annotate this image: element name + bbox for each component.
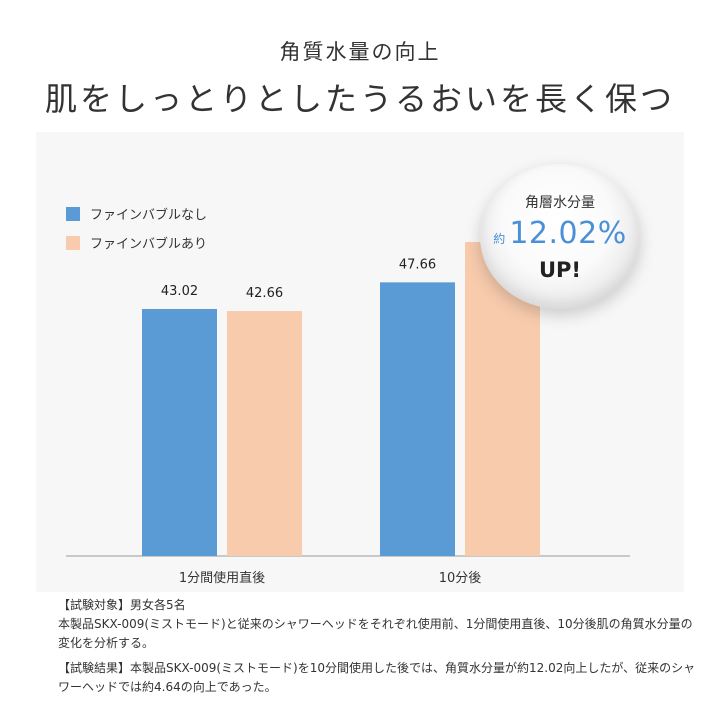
data-label-without-0: 43.02 xyxy=(161,284,198,299)
result-heading: 【試験結果】 xyxy=(58,661,131,675)
bar-with-0 xyxy=(227,311,302,556)
bar-without-1 xyxy=(380,282,455,556)
result-note: 【試験結果】本製品SKX-009(ミストモード)を10分間使用した後では、角質水… xyxy=(58,659,698,697)
legend-swatch-without xyxy=(66,206,80,221)
improvement-badge: 角層水分量 約 12.02% UP! xyxy=(480,164,640,309)
subtitle: 角質水量の向上 xyxy=(279,40,441,64)
bar-without-0 xyxy=(142,308,217,556)
badge-value: 12.02% xyxy=(509,216,627,251)
legend-item-without: ファインバブルなし xyxy=(66,204,207,223)
badge-label: 角層水分量 xyxy=(525,195,595,211)
badge-up-text: UP! xyxy=(538,258,582,282)
legend-swatch-with xyxy=(66,235,80,250)
page-title: 肌をしっとりとしたうるおいを長く保つ xyxy=(44,80,675,118)
legend-item-with: ファインバブルあり xyxy=(66,233,207,252)
method-text: 本製品SKX-009(ミストモード)と従来のシャワーヘッドをそれぞれ使用前、1分… xyxy=(58,617,693,650)
legend-label-with: ファインバブルあり xyxy=(90,237,208,252)
legend: ファインバブルなし ファインバブルあり xyxy=(66,204,207,262)
badge-prefix: 約 xyxy=(493,232,506,246)
data-label-without-1: 47.66 xyxy=(399,257,436,272)
legend-label-without: ファインバブルなし xyxy=(90,208,208,223)
test-notes: 【試験対象】男女各5名 本製品SKX-009(ミストモード)と従来のシャワーヘッ… xyxy=(58,596,698,703)
result-text: 本製品SKX-009(ミストモード)を10分間使用した後では、角質水分量が約12… xyxy=(58,661,696,694)
subject-text: 男女各5名 xyxy=(130,598,186,612)
badge-value-row: 約 12.02% xyxy=(480,216,640,251)
subject-note: 【試験対象】男女各5名 本製品SKX-009(ミストモード)と従来のシャワーヘッ… xyxy=(58,596,698,653)
category-label-1: 10分後 xyxy=(439,571,482,586)
data-label-with-0: 42.66 xyxy=(246,286,283,301)
subject-heading: 【試験対象】 xyxy=(58,598,131,612)
category-label-0: 1分間使用直後 xyxy=(179,570,265,586)
